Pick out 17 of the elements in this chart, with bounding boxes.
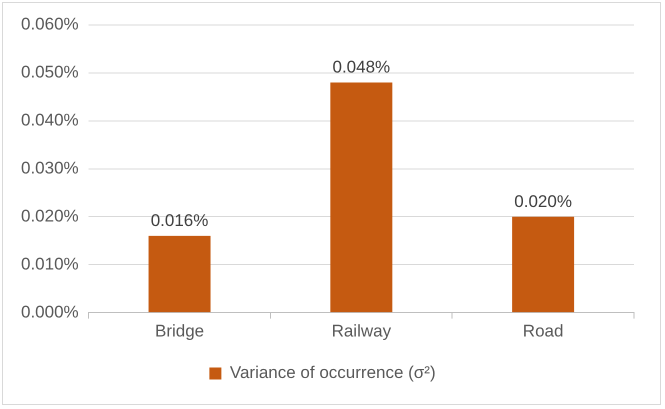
y-tick-label: 0.060% xyxy=(20,14,79,34)
y-tick-label: 0.000% xyxy=(20,302,79,322)
x-tick-label: Railway xyxy=(332,321,392,340)
y-tick-label: 0.010% xyxy=(20,254,79,274)
legend-label: Variance of occurrence (σ²) xyxy=(230,363,436,382)
data-label: 0.048% xyxy=(332,58,390,77)
data-label: 0.020% xyxy=(514,192,572,211)
bar xyxy=(512,216,574,312)
y-tick-label: 0.050% xyxy=(20,62,79,82)
y-tick-label: 0.030% xyxy=(20,158,79,178)
bar xyxy=(148,236,211,312)
y-tick-label: 0.040% xyxy=(20,110,79,130)
bar xyxy=(330,82,392,312)
x-tick-label: Road xyxy=(522,321,564,340)
x-tick-label: Bridge xyxy=(154,321,204,340)
y-tick-label: 0.020% xyxy=(20,206,79,226)
data-label: 0.016% xyxy=(150,211,208,230)
